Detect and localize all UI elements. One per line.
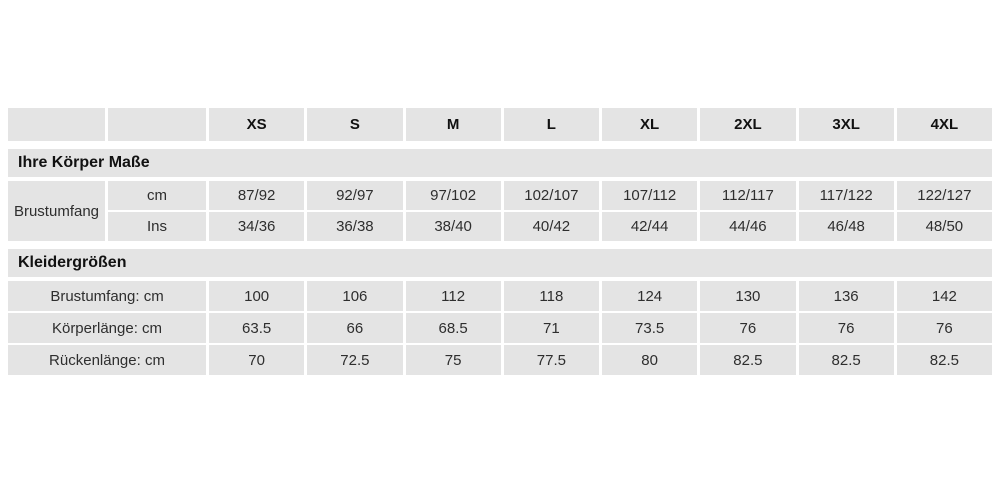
table-cell: 34/36	[209, 212, 305, 241]
table-cell: 106	[307, 281, 403, 311]
table-cell: 48/50	[896, 212, 992, 241]
corner-cell-label	[8, 108, 105, 141]
size-header-xs: XS	[209, 108, 305, 141]
table-cell: 117/122	[798, 181, 894, 210]
table-cell: 75	[405, 345, 501, 375]
table-cell: 142	[896, 281, 992, 311]
table-cell: 80	[602, 345, 698, 375]
size-header-row: XS S M L XL 2XL 3XL 4XL	[8, 108, 992, 141]
size-header-xl: XL	[602, 108, 698, 141]
table-cell: 76	[798, 313, 894, 343]
table-cell: 70	[209, 345, 305, 375]
table-cell: 42/44	[602, 212, 698, 241]
size-header-m: M	[405, 108, 501, 141]
table-cell: 136	[798, 281, 894, 311]
row-label-brustumfang: Brustumfang	[8, 181, 105, 241]
unit-label-ins: Ins	[108, 212, 206, 241]
section-title-body-measurements: Ihre Körper Maße	[8, 149, 992, 177]
table-cell: 76	[896, 313, 992, 343]
size-header-2xl: 2XL	[700, 108, 796, 141]
table-cell: 71	[503, 313, 599, 343]
table-cell: 46/48	[798, 212, 894, 241]
table-cell: 77.5	[503, 345, 599, 375]
garment-sizes-rows: Brustumfang: cm 100 106 112 118 124 130 …	[8, 281, 992, 375]
table-cell: 97/102	[405, 181, 501, 210]
table-cell: 107/112	[602, 181, 698, 210]
table-cell: 100	[209, 281, 305, 311]
table-cell: 87/92	[209, 181, 305, 210]
table-cell: 112	[405, 281, 501, 311]
table-cell: 82.5	[798, 345, 894, 375]
table-cell: 102/107	[503, 181, 599, 210]
table-cell: 44/46	[700, 212, 796, 241]
corner-cell-unit	[108, 108, 206, 141]
row-label-brustumfang-cm: Brustumfang: cm	[8, 281, 206, 311]
unit-label-cm: cm	[108, 181, 206, 210]
size-header-s: S	[307, 108, 403, 141]
row-label-koerperlaenge-cm: Körperlänge: cm	[8, 313, 206, 343]
table-cell: 82.5	[700, 345, 796, 375]
table-cell: 63.5	[209, 313, 305, 343]
table-cell: 73.5	[602, 313, 698, 343]
table-cell: 76	[700, 313, 796, 343]
table-cell: 40/42	[503, 212, 599, 241]
table-cell: 112/117	[700, 181, 796, 210]
table-cell: 72.5	[307, 345, 403, 375]
table-cell: 36/38	[307, 212, 403, 241]
table-cell: 82.5	[896, 345, 992, 375]
table-cell: 124	[602, 281, 698, 311]
section-title-garment-sizes: Kleidergrößen	[8, 249, 992, 277]
row-label-rueckenlaenge-cm: Rückenlänge: cm	[8, 345, 206, 375]
spacer	[8, 141, 992, 149]
size-header-3xl: 3XL	[798, 108, 894, 141]
table-cell: 38/40	[405, 212, 501, 241]
table-cell: 92/97	[307, 181, 403, 210]
table-cell: 118	[503, 281, 599, 311]
size-header-l: L	[503, 108, 599, 141]
body-measurements-rows: Brustumfang cm 87/92 92/97 97/102 102/10…	[8, 181, 992, 241]
size-header-4xl: 4XL	[896, 108, 992, 141]
spacer	[8, 241, 992, 249]
table-cell: 68.5	[405, 313, 501, 343]
table-cell: 130	[700, 281, 796, 311]
table-cell: 66	[307, 313, 403, 343]
table-cell: 122/127	[896, 181, 992, 210]
